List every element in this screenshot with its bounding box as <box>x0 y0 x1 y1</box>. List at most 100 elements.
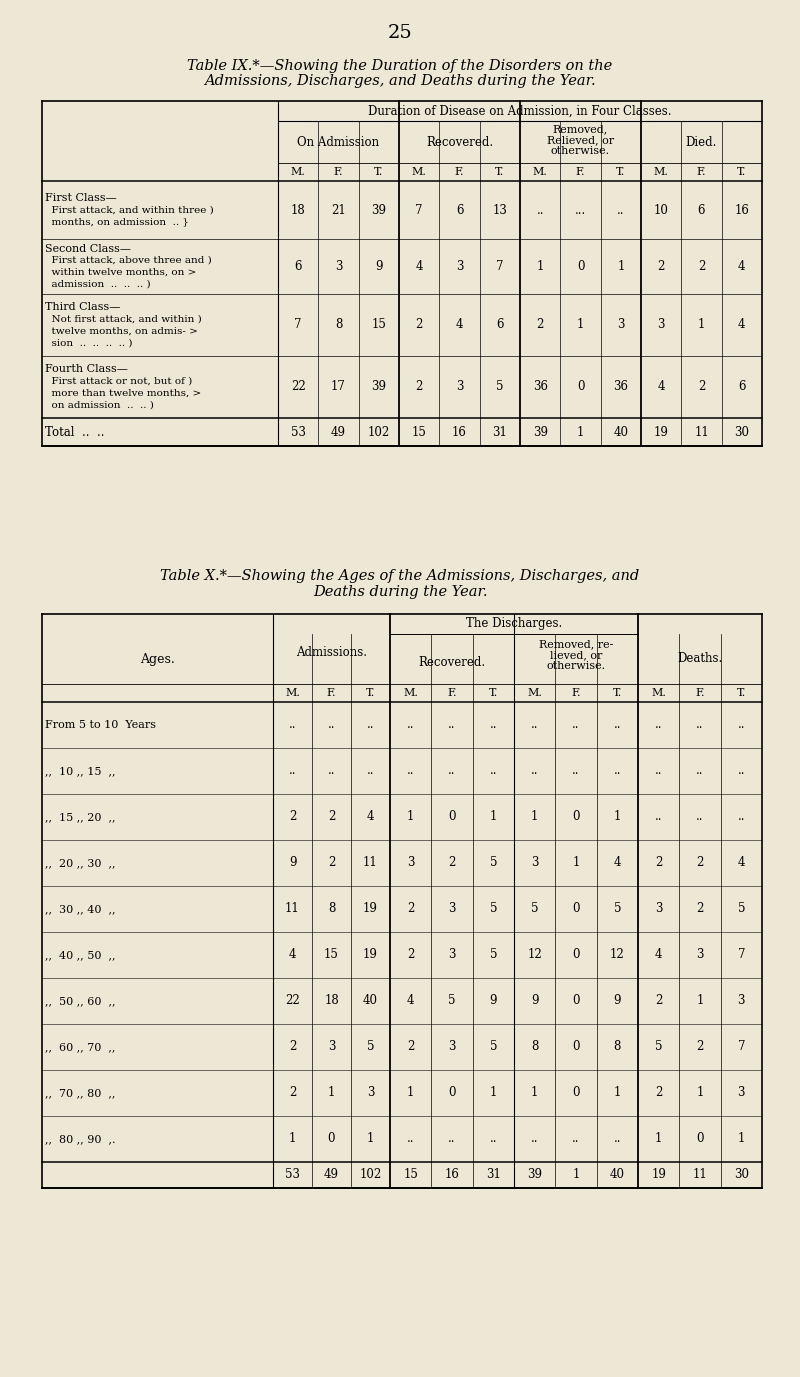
Text: F.: F. <box>697 167 706 178</box>
Text: 9: 9 <box>614 994 621 1008</box>
Text: 7: 7 <box>738 949 745 961</box>
Text: 12: 12 <box>527 949 542 961</box>
Text: Not first attack, and within ): Not first attack, and within ) <box>45 314 202 324</box>
Text: 40: 40 <box>363 994 378 1008</box>
Text: 1: 1 <box>614 1086 621 1099</box>
Text: 2: 2 <box>698 380 705 394</box>
Text: ...: ... <box>575 204 586 216</box>
Text: 5: 5 <box>490 1041 497 1053</box>
Text: First attack, above three and ): First attack, above three and ) <box>45 256 212 264</box>
Text: 4: 4 <box>456 318 463 332</box>
Text: 1: 1 <box>531 1086 538 1099</box>
Text: 6: 6 <box>496 318 503 332</box>
Text: M.: M. <box>651 688 666 698</box>
Text: F.: F. <box>334 167 343 178</box>
Text: 1: 1 <box>407 811 414 823</box>
Text: 3: 3 <box>328 1041 335 1053</box>
Text: 6: 6 <box>294 260 302 273</box>
Text: M.: M. <box>412 167 426 178</box>
Text: 0: 0 <box>577 260 584 273</box>
Text: ..: .. <box>448 1132 456 1146</box>
Text: 16: 16 <box>452 425 467 438</box>
Text: 18: 18 <box>324 994 339 1008</box>
Text: twelve months, on admis- >: twelve months, on admis- > <box>45 326 198 336</box>
Text: 3: 3 <box>738 994 745 1008</box>
Text: Recovered.: Recovered. <box>426 135 493 149</box>
Text: 3: 3 <box>448 949 456 961</box>
Text: 49: 49 <box>331 425 346 438</box>
Text: M.: M. <box>290 167 306 178</box>
Text: Removed,: Removed, <box>553 124 608 134</box>
Text: On Admission: On Admission <box>298 135 379 149</box>
Text: 36: 36 <box>533 380 548 394</box>
Text: ,,  40 ,, 50  ,,: ,, 40 ,, 50 ,, <box>45 950 115 960</box>
Text: ..: .. <box>655 764 662 778</box>
Text: 25: 25 <box>388 23 412 43</box>
Text: ..: .. <box>531 719 538 731</box>
Text: 2: 2 <box>328 811 335 823</box>
Text: ..: .. <box>696 764 704 778</box>
Text: 22: 22 <box>290 380 306 394</box>
Text: F.: F. <box>571 688 581 698</box>
Text: 15: 15 <box>324 949 339 961</box>
Text: 6: 6 <box>456 204 463 216</box>
Text: T.: T. <box>489 688 498 698</box>
Text: 1: 1 <box>696 1086 704 1099</box>
Text: Deaths.: Deaths. <box>678 653 722 665</box>
Text: Died.: Died. <box>686 135 717 149</box>
Text: 1: 1 <box>698 318 705 332</box>
Text: ..: .. <box>614 1132 621 1146</box>
Text: 5: 5 <box>738 902 745 916</box>
Text: ,,  20 ,, 30  ,,: ,, 20 ,, 30 ,, <box>45 858 115 868</box>
Text: 1: 1 <box>696 994 704 1008</box>
Text: 2: 2 <box>698 260 705 273</box>
Text: 18: 18 <box>290 204 306 216</box>
Text: ..: .. <box>655 719 662 731</box>
Text: 3: 3 <box>658 318 665 332</box>
Text: 1: 1 <box>738 1132 745 1146</box>
Text: 0: 0 <box>572 1041 580 1053</box>
Text: 19: 19 <box>363 902 378 916</box>
Text: First attack, and within three ): First attack, and within three ) <box>45 205 214 215</box>
Text: 15: 15 <box>412 425 426 438</box>
Text: 9: 9 <box>289 856 296 869</box>
Text: 12: 12 <box>610 949 625 961</box>
Text: 31: 31 <box>492 425 507 438</box>
Text: 1: 1 <box>367 1132 374 1146</box>
Text: 2: 2 <box>696 856 704 869</box>
Text: ..: .. <box>696 719 704 731</box>
Text: 4: 4 <box>738 856 745 869</box>
Text: 9: 9 <box>490 994 497 1008</box>
Text: 1: 1 <box>490 811 497 823</box>
Text: 3: 3 <box>448 1041 456 1053</box>
Text: T.: T. <box>737 688 746 698</box>
Text: Admissions.: Admissions. <box>296 646 367 658</box>
Text: Ages.: Ages. <box>140 653 175 665</box>
Text: 0: 0 <box>572 949 580 961</box>
Text: M.: M. <box>403 688 418 698</box>
Text: 4: 4 <box>407 994 414 1008</box>
Text: 2: 2 <box>655 994 662 1008</box>
Text: 8: 8 <box>531 1041 538 1053</box>
Text: 22: 22 <box>285 994 300 1008</box>
Text: 2: 2 <box>289 1041 296 1053</box>
Text: ..: .. <box>366 764 374 778</box>
Text: 102: 102 <box>359 1169 382 1181</box>
Text: 3: 3 <box>738 1086 745 1099</box>
Text: Relieved, or: Relieved, or <box>547 135 614 145</box>
Text: 5: 5 <box>490 902 497 916</box>
Text: 1: 1 <box>617 260 625 273</box>
Text: 11: 11 <box>285 902 300 916</box>
Text: 5: 5 <box>655 1041 662 1053</box>
Text: 17: 17 <box>331 380 346 394</box>
Text: ..: .. <box>531 764 538 778</box>
Text: 0: 0 <box>696 1132 704 1146</box>
Text: Fourth Class—: Fourth Class— <box>45 364 128 375</box>
Text: ..: .. <box>614 719 621 731</box>
Text: Second Class—: Second Class— <box>45 244 131 253</box>
Text: ..: .. <box>407 764 414 778</box>
Text: 2: 2 <box>696 1041 704 1053</box>
Text: otherwise.: otherwise. <box>551 146 610 156</box>
Text: 8: 8 <box>328 902 335 916</box>
Text: 40: 40 <box>614 425 628 438</box>
